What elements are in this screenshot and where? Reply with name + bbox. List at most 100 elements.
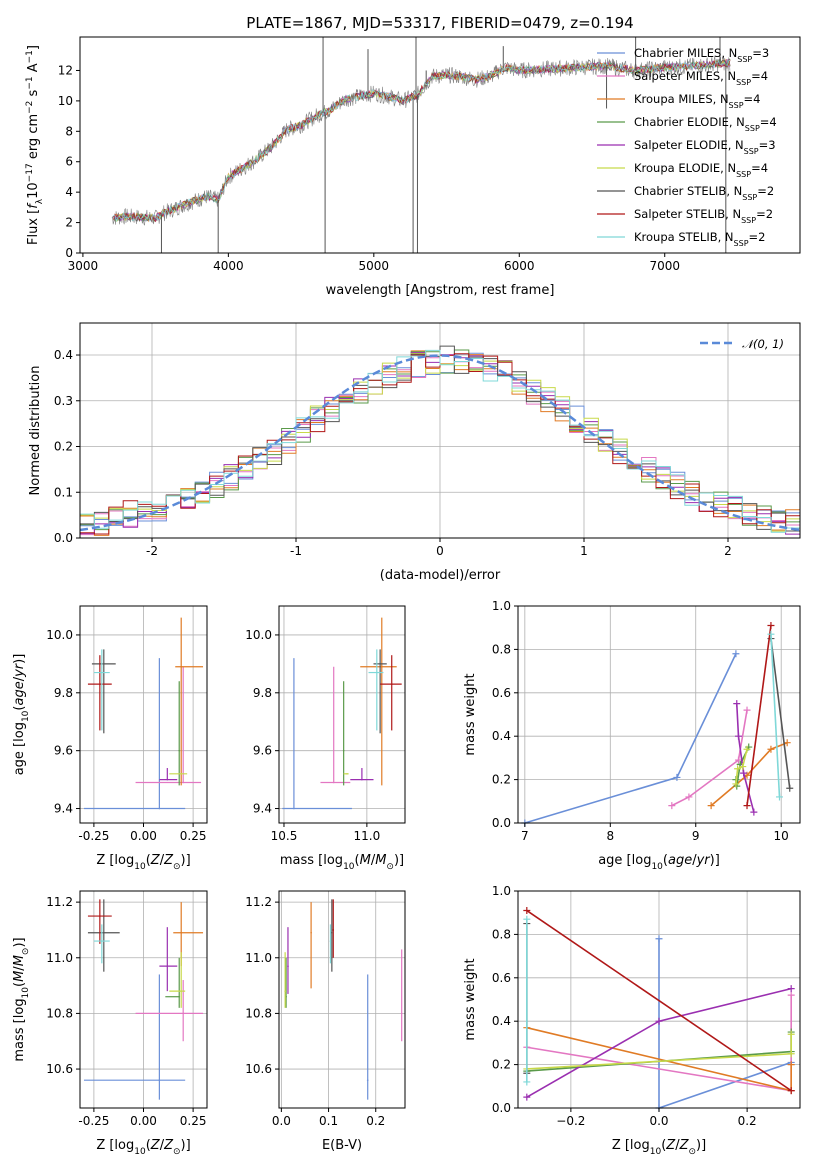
weight_vs_Z-marker-2-2 bbox=[787, 1061, 795, 1069]
age_vs_mass-point-4 bbox=[361, 778, 363, 781]
weight_vs_Z-marker-1-2 bbox=[787, 991, 795, 999]
weight_vs_age-xticklabel-1: 8 bbox=[606, 829, 614, 843]
legend-label-8: Kroupa STELIB, NSSP=2 bbox=[634, 230, 765, 248]
mass_vs_Z-point-2 bbox=[180, 931, 183, 934]
mass_vs_ebv-point-6 bbox=[331, 931, 333, 934]
mass_vs_Z-yticklabel-1: 10.8 bbox=[46, 1006, 73, 1020]
weight_vs_Z-axes: −0.2 0.0 0.2 0.0 0.2 0.4 0.6 0.8 1.0 Z [log10(Z/Z… bbox=[463, 884, 801, 1157]
mass_vs_Z-xticklabel-2: 0.25 bbox=[180, 1114, 207, 1128]
age_vs_Z-yticklabel-2: 9.8 bbox=[54, 686, 73, 700]
spectrum-axes: 3000 4000 5000 6000 7000 0 2 4 6 8 10 12 wavelength … bbox=[25, 36, 801, 298]
weight_vs_Z-marker-8-1 bbox=[523, 1078, 531, 1086]
age_vs_mass-point-0 bbox=[293, 807, 295, 810]
weight_vs_age-yticklabel-2: 0.4 bbox=[492, 729, 511, 743]
mass_vs_ebv-point-5 bbox=[284, 990, 286, 992]
age_vs_Z-point-7 bbox=[99, 683, 101, 685]
spectrum-yticklabel-6: 12 bbox=[58, 63, 73, 77]
age_vs_mass-xticklabel-1: 11.0 bbox=[354, 829, 381, 843]
legend-label-2: Kroupa MILES, NSSP=4 bbox=[634, 92, 760, 110]
weight_vs_age-xticklabel-3: 10 bbox=[774, 829, 789, 843]
mass_vs_ebv-point-7 bbox=[332, 929, 335, 931]
mass_vs_ebv-xticklabel-1: 0.1 bbox=[319, 1114, 338, 1128]
weight_vs_age-series-6 bbox=[770, 638, 791, 789]
residuals-yticklabel-0: 0.0 bbox=[54, 531, 73, 545]
residuals-yticklabel-1: 0.1 bbox=[54, 485, 73, 499]
mass_vs_Z-point-5 bbox=[180, 990, 183, 992]
weight_vs_age-marker-5-2 bbox=[739, 763, 747, 771]
weight_vs_Z-yticklabel-4: 0.8 bbox=[492, 927, 511, 941]
residuals-xticklabel-3: 1 bbox=[580, 544, 588, 558]
weight_vs_Z-marker-7-1 bbox=[787, 1087, 795, 1095]
weight_vs_age-marker-0-1 bbox=[673, 773, 681, 781]
weight_vs_age-marker-0-2 bbox=[732, 650, 740, 658]
mass_vs_ebv-xlabel: E(B-V) bbox=[322, 1138, 362, 1153]
mass_vs_Z-point-7 bbox=[99, 915, 101, 917]
weight_vs_age-xlabel: age [log10(age/yr)] bbox=[598, 853, 720, 872]
mass_vs_Z-xticklabel-1: 0.00 bbox=[130, 1114, 157, 1128]
residuals-xticklabel-1: -1 bbox=[290, 544, 302, 558]
figure-title: PLATE=1867, MJD=53317, FIBERID=0479, z=0… bbox=[246, 14, 633, 32]
mass_vs_ebv-yticklabel-1: 10.8 bbox=[245, 1006, 272, 1020]
spectrum-model-line-8 bbox=[113, 60, 731, 223]
weight_vs_age-series-0 bbox=[524, 653, 737, 824]
weight_vs_Z-marker-7-0 bbox=[523, 907, 531, 915]
age_vs_mass-point-3 bbox=[342, 749, 345, 752]
weight_vs_age-marker-8-0 bbox=[767, 630, 775, 638]
mass_vs_ebv-yticklabel-2: 11.0 bbox=[245, 951, 272, 965]
weight_vs_age-marker-5-0 bbox=[732, 780, 740, 788]
residuals-ylabel: Normed distribution bbox=[28, 366, 43, 496]
residuals-xticklabel-2: 0 bbox=[436, 544, 444, 558]
legend-label-3: Chabrier ELODIE, NSSP=4 bbox=[634, 115, 777, 133]
weight_vs_age-marker-2-0 bbox=[707, 802, 715, 810]
residuals-yticklabel-3: 0.3 bbox=[54, 394, 73, 408]
age_vs_Z-xlabel: Z [log10(Z/Z⊙)] bbox=[96, 853, 190, 872]
weight_vs_age-series-5 bbox=[735, 749, 748, 785]
weight_vs_age-xticklabel-2: 9 bbox=[692, 829, 700, 843]
mass_vs_Z-point-3 bbox=[178, 995, 181, 998]
age_vs_Z-axes: -0.25 0.00 0.25 9.4 9.6 9.8 10.0 Z [log10(Z/Z⊙)… bbox=[12, 605, 208, 872]
age_vs_Z-xticklabel-2: 0.25 bbox=[180, 829, 207, 843]
legend-label-6: Chabrier STELIB, NSSP=2 bbox=[634, 184, 774, 202]
hist-step-8 bbox=[80, 349, 800, 533]
weight_vs_age-marker-1-3 bbox=[743, 706, 751, 714]
spectrum-xticklabel-3: 6000 bbox=[504, 259, 535, 273]
mass_vs_ebv-axes: 0.0 0.1 0.2 10.6 10.8 11.0 11.2 E(B-V) bbox=[245, 890, 406, 1153]
weight_vs_age-marker-6-1 bbox=[786, 784, 794, 792]
age_vs_Z-point-6 bbox=[103, 663, 105, 665]
mass_vs_ebv-xticklabel-2: 0.2 bbox=[366, 1114, 385, 1128]
mass_vs_ebv-yticklabel-3: 11.2 bbox=[245, 895, 272, 909]
mass_vs_Z-ylabel: mass [log10(M/M⊙)] bbox=[12, 937, 31, 1061]
mass_vs_Z-point-8 bbox=[101, 940, 103, 942]
mass_vs_Z-point-1 bbox=[182, 1012, 184, 1015]
weight_vs_age-marker-4-1 bbox=[734, 732, 742, 740]
age_vs_Z-yticklabel-1: 9.6 bbox=[54, 744, 73, 758]
spectrum-frame bbox=[79, 36, 801, 254]
weight_vs_age-marker-1-0 bbox=[668, 802, 676, 810]
age_vs_mass-yticklabel-2: 9.8 bbox=[253, 686, 272, 700]
weight_vs_age-marker-4-0 bbox=[733, 700, 741, 708]
spectrum-xlabel: wavelength [Angstrom, rest frame] bbox=[326, 283, 555, 298]
weight_vs_Z-yticklabel-3: 0.6 bbox=[492, 971, 511, 985]
weight_vs_age-ylabel: mass weight bbox=[463, 673, 478, 755]
weight_vs_age-marker-4-3 bbox=[750, 808, 758, 816]
weight_vs_age-yticklabel-0: 0.0 bbox=[492, 816, 511, 830]
age_vs_mass-point-8 bbox=[376, 671, 378, 674]
spectrum-ylabel: Flux [fλ10−17 erg cm−2 s−1 A−1] bbox=[25, 45, 45, 245]
spectrum-yticklabel-0: 0 bbox=[65, 246, 73, 260]
weight_vs_age-marker-7-0 bbox=[743, 802, 751, 810]
age_vs_mass-axes: 10.5 11.0 9.4 9.6 9.8 10.0 mass [log10(M/M⊙)] bbox=[245, 605, 406, 872]
spectrum-xticklabel-2: 5000 bbox=[359, 259, 390, 273]
mass_vs_ebv-frame bbox=[278, 890, 406, 1109]
legend-label-1: Salpeter MILES, NSSP=4 bbox=[634, 69, 768, 87]
age_vs_mass-point-2 bbox=[380, 665, 383, 668]
weight_vs_age-yticklabel-5: 1.0 bbox=[492, 599, 511, 613]
hist-step-5 bbox=[80, 352, 800, 532]
age_vs_Z-point-0 bbox=[158, 807, 161, 810]
mass_vs_ebv-point-4 bbox=[287, 965, 289, 967]
residuals-yticklabel-2: 0.2 bbox=[54, 440, 73, 454]
age_vs_mass-yticklabel-1: 9.6 bbox=[253, 744, 272, 758]
normal-reference-curve bbox=[79, 354, 801, 532]
mass_vs_ebv-point-1 bbox=[400, 1012, 403, 1015]
age_vs_Z-xticklabel-1: 0.00 bbox=[130, 829, 157, 843]
mass_vs_Z-axes: -0.25 0.00 0.25 10.6 10.8 11.0 11.2 Z [log10(Z/… bbox=[12, 890, 208, 1157]
